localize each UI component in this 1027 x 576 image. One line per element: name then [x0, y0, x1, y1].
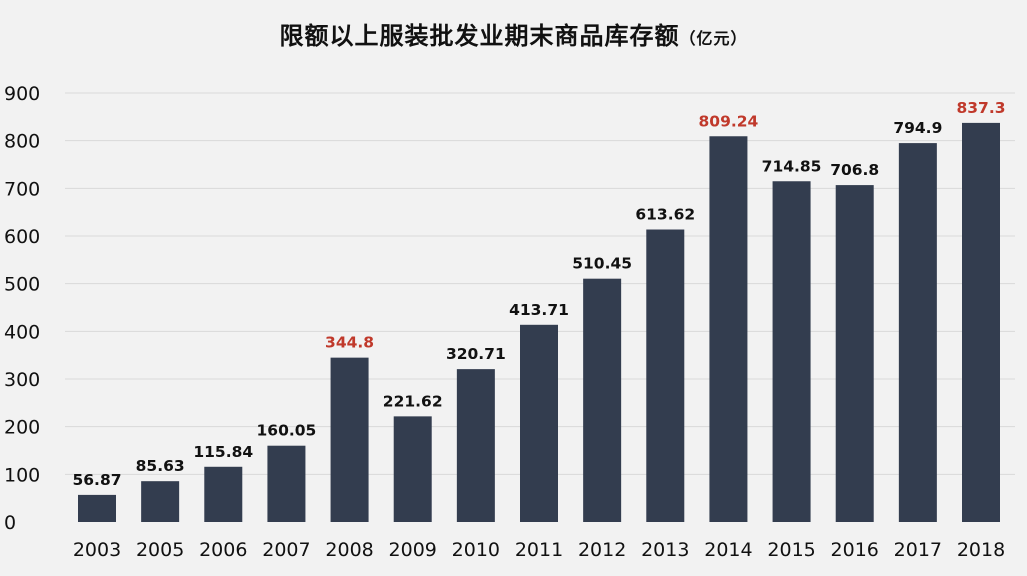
x-tick-label: 2005 — [136, 539, 184, 561]
bar — [520, 324, 558, 522]
chart-title-unit: （亿元） — [679, 29, 748, 48]
data-label: 221.62 — [383, 392, 443, 410]
data-label: 413.71 — [509, 301, 569, 319]
bar — [204, 466, 243, 522]
bar — [898, 143, 937, 523]
bar — [267, 445, 306, 522]
data-label: 85.63 — [136, 457, 185, 475]
x-tick-label: 2012 — [578, 539, 626, 561]
data-label: 344.8 — [325, 334, 374, 352]
bar — [709, 136, 748, 522]
y-tick-label: 0 — [4, 512, 16, 534]
data-label: 56.87 — [72, 471, 121, 489]
bar — [456, 369, 495, 522]
bar — [393, 416, 432, 522]
bar — [330, 357, 369, 522]
data-label: 320.71 — [446, 345, 506, 363]
bar — [962, 122, 1000, 523]
data-label: 510.45 — [572, 255, 632, 273]
data-label: 160.05 — [257, 422, 317, 440]
x-tick-label: 2015 — [767, 539, 815, 561]
x-tick-label: 2016 — [831, 539, 879, 561]
x-tick-label: 2009 — [389, 539, 437, 561]
bar — [835, 185, 874, 523]
y-tick-label: 800 — [4, 131, 40, 153]
y-tick-label: 900 — [4, 83, 40, 105]
bar — [583, 278, 622, 522]
x-tick-label: 2014 — [704, 539, 752, 561]
x-tick-label: 2003 — [73, 539, 121, 561]
bar — [646, 229, 685, 522]
bar — [78, 494, 116, 522]
x-tick-label: 2017 — [894, 539, 942, 561]
x-tick-label: 2011 — [515, 539, 563, 561]
bar — [141, 481, 180, 522]
x-tick-label: 2006 — [199, 539, 247, 561]
data-label: 115.84 — [193, 443, 253, 461]
y-tick-label: 600 — [4, 226, 40, 248]
data-label: 613.62 — [635, 206, 695, 224]
y-tick-label: 700 — [4, 178, 40, 200]
data-label: 714.85 — [762, 157, 822, 175]
x-tick-label: 2007 — [262, 539, 310, 561]
y-tick-label: 300 — [4, 369, 40, 391]
data-label: 809.24 — [699, 112, 759, 130]
y-tick-label: 400 — [4, 321, 40, 343]
x-tick-label: 2008 — [325, 539, 373, 561]
data-label: 837.3 — [956, 99, 1005, 117]
y-tick-label: 200 — [4, 417, 40, 439]
chart-title: 限额以上服装批发业期末商品库存额（亿元） — [0, 16, 1027, 51]
x-tick-label: 2013 — [641, 539, 689, 561]
y-tick-label: 100 — [4, 464, 40, 486]
x-tick-label: 2018 — [957, 539, 1005, 561]
data-label: 794.9 — [893, 119, 942, 137]
bar — [772, 181, 811, 523]
chart-title-text: 限额以上服装批发业期末商品库存额 — [279, 22, 680, 50]
x-tick-label: 2010 — [452, 539, 500, 561]
y-tick-label: 500 — [4, 274, 40, 296]
data-label: 706.8 — [830, 161, 879, 179]
